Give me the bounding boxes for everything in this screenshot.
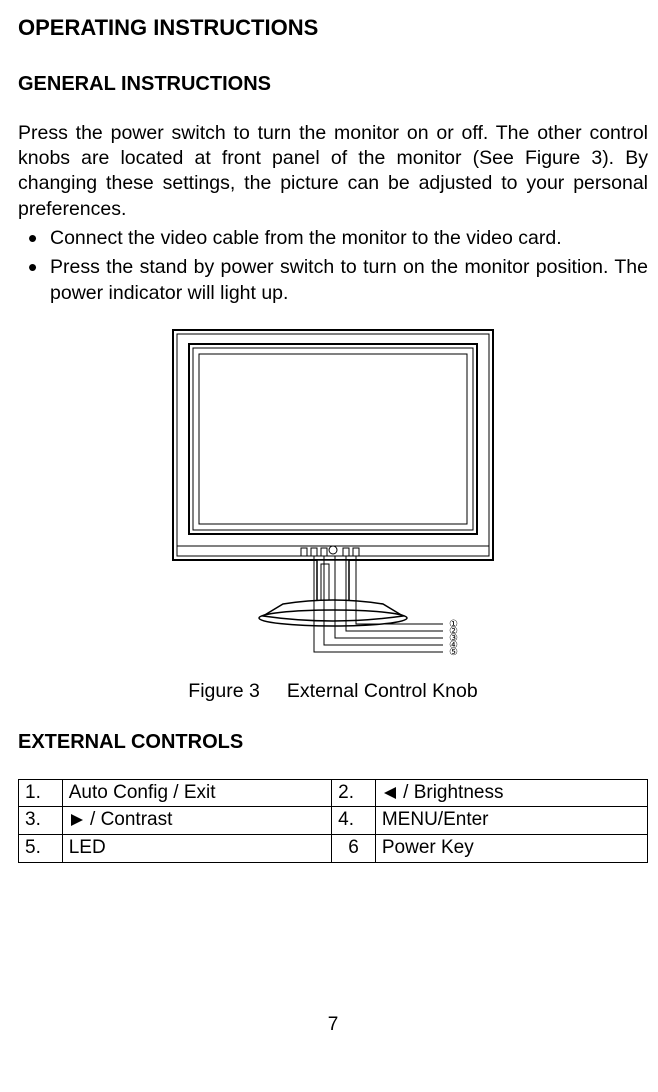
table-row: 1. Auto Config / Exit 2. / Brightness — [19, 779, 648, 807]
triangle-right-icon — [69, 813, 85, 827]
table-row: 3. / Contrast 4. MENU/Enter — [19, 807, 648, 835]
cell-num: 6 — [332, 835, 376, 863]
cell-num: 3. — [19, 807, 63, 835]
cell-num: 4. — [332, 807, 376, 835]
cell-text: / Brightness — [398, 782, 504, 803]
list-item: Connect the video cable from the monitor… — [50, 226, 648, 251]
cell-num: 2. — [332, 779, 376, 807]
cell-desc: / Contrast — [62, 807, 331, 835]
triangle-left-icon — [382, 786, 398, 800]
figure-title: External Control Knob — [287, 680, 478, 702]
cell-desc: LED — [62, 835, 331, 863]
callout-5: ⑤ — [449, 647, 458, 658]
instruction-list: Connect the video cable from the monitor… — [18, 226, 648, 306]
cell-num: 5. — [19, 835, 63, 863]
heading-external-controls: EXTERNAL CONTROLS — [18, 729, 648, 755]
monitor-diagram: ① ② ③ ④ ⑤ — [133, 326, 533, 666]
cell-num: 1. — [19, 779, 63, 807]
figure-3: ① ② ③ ④ ⑤ — [18, 326, 648, 673]
cell-desc: / Brightness — [375, 779, 647, 807]
cell-desc: Power Key — [375, 835, 647, 863]
cell-desc: MENU/Enter — [375, 807, 647, 835]
controls-table: 1. Auto Config / Exit 2. / Brightness 3.… — [18, 779, 648, 863]
cell-desc: Auto Config / Exit — [62, 779, 331, 807]
list-item: Press the stand by power switch to turn … — [50, 255, 648, 306]
heading-operating-instructions: OPERATING INSTRUCTIONS — [18, 14, 648, 43]
heading-general-instructions: GENERAL INSTRUCTIONS — [18, 71, 648, 97]
figure-caption: Figure 3 External Control Knob — [18, 679, 648, 704]
cell-text: / Contrast — [85, 809, 173, 830]
table-row: 5. LED 6 Power Key — [19, 835, 648, 863]
intro-paragraph: Press the power switch to turn the monit… — [18, 121, 648, 222]
page-number: 7 — [18, 1013, 648, 1038]
figure-number: Figure 3 — [188, 680, 260, 702]
